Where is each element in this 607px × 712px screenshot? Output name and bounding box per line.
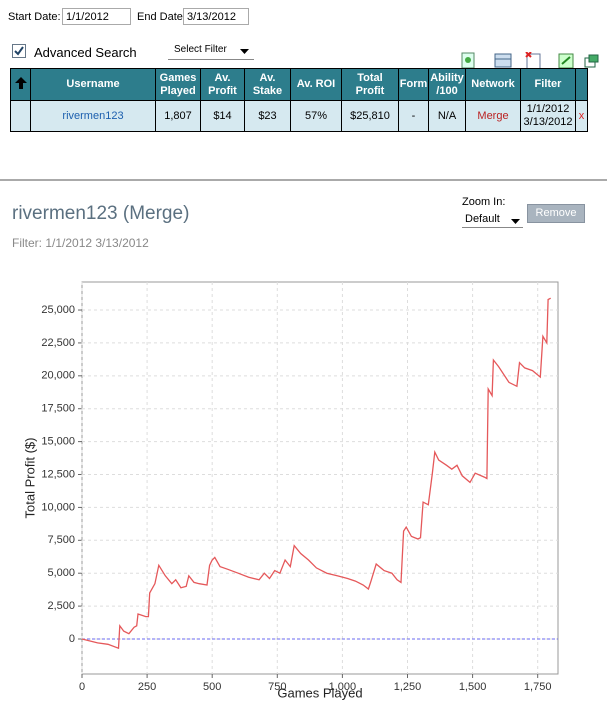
empty-cell [10, 100, 31, 132]
dropdown-arrow [511, 219, 520, 224]
x-tick-label: 0 [79, 681, 85, 693]
x-tick-label: 1,750 [524, 681, 552, 693]
cell: 57% [290, 100, 342, 132]
y-axis-label: Total Profit ($) [22, 438, 37, 519]
cell: N/A [428, 100, 466, 132]
y-tick-label: 0 [69, 633, 75, 645]
profile-filter: Filter: 1/1/2012 3/13/2012 [12, 236, 149, 250]
column-header: Total Profit [341, 68, 399, 101]
y-tick-label: 10,000 [41, 501, 75, 513]
x-tick-label: 1,250 [394, 681, 422, 693]
sort-header[interactable] [10, 68, 31, 101]
end-label: End Date: [137, 11, 186, 23]
column-header: Form [398, 68, 429, 101]
username-link[interactable]: rivermen123 [30, 100, 156, 132]
filter-select-text: Select Filter [174, 44, 227, 55]
start-label: Start Date: [8, 11, 61, 23]
stats-table: Username Games Played Av. Profit Av. Stake A… [10, 68, 588, 132]
x-tick-label: 1,500 [459, 681, 487, 693]
advanced-search-label: Advanced Search [34, 45, 137, 60]
cell: $14 [200, 100, 245, 132]
header-row: Username Games Played Av. Profit Av. Stake A… [10, 68, 588, 101]
y-tick-label: 25,000 [41, 304, 75, 316]
export-icon[interactable] [461, 52, 475, 69]
remove-x[interactable]: x [575, 100, 588, 132]
dropdown-arrow [240, 49, 249, 54]
y-tick-label: 17,500 [41, 403, 75, 415]
cell: Merge [465, 100, 521, 132]
start-date-input[interactable]: 1/1/2012 [62, 8, 131, 25]
y-tick-label: 7,500 [47, 534, 75, 546]
x-tick-label: 500 [203, 681, 221, 693]
data-row: rivermen123 1,807 $14 $23 57% $25,810- N/A Merg… [10, 100, 588, 132]
cell: $23 [244, 100, 291, 132]
cell: - [398, 100, 429, 132]
cell: $25,810 [341, 100, 399, 132]
zoom-select[interactable]: Default [462, 210, 523, 228]
chart: 0 2,500 5,000 7,500 10,000 12,500 15,000 17,500… [22, 281, 559, 700]
y-tick-label: 2,500 [47, 600, 75, 612]
popout-icon[interactable] [584, 54, 599, 68]
column-header: Av. Profit [200, 68, 245, 101]
column-header: Ability /100 [428, 68, 466, 101]
delete-icon[interactable] [525, 52, 541, 70]
column-header: Username [30, 68, 156, 101]
x-tick-label: 750 [268, 681, 286, 693]
y-tick-label: 15,000 [41, 436, 75, 448]
toolbar-icons [461, 52, 599, 70]
plot-area [81, 281, 559, 675]
column-header: Av. ROI [290, 68, 342, 101]
column-header: Filter [520, 68, 576, 101]
column-header: Games Played [155, 68, 201, 101]
zoom-label: Zoom In: [462, 196, 506, 208]
zoom-select-text: Default [465, 213, 500, 225]
cell: 1,807 [155, 100, 201, 132]
y-tick-label: 12,500 [41, 468, 75, 480]
data-line [81, 297, 551, 650]
cell: 1/1/2012 3/13/2012 [520, 100, 576, 132]
empty-header [575, 68, 588, 101]
x-tick-label: 250 [138, 681, 156, 693]
profile-title: rivermen123 (Merge) [12, 203, 190, 224]
y-tick-label: 5,000 [47, 567, 75, 579]
x-tick-label: 1,000 [329, 681, 357, 693]
column-header: Av. Stake [244, 68, 291, 101]
divider [0, 179, 607, 181]
remove-button[interactable]: Remove [527, 204, 585, 223]
x-axis-label: Games Played [277, 685, 362, 700]
refresh-icon[interactable] [558, 53, 574, 69]
table-icon[interactable] [494, 53, 512, 68]
sort-arrow [14, 76, 27, 89]
end-date-input[interactable]: 3/13/2012 [183, 8, 249, 25]
filter-select[interactable]: Select Filter [168, 43, 254, 60]
checkbox[interactable] [12, 44, 26, 58]
y-tick-label: 20,000 [41, 370, 75, 382]
y-tick-label: 22,500 [41, 337, 75, 349]
column-header: Network [465, 68, 521, 101]
